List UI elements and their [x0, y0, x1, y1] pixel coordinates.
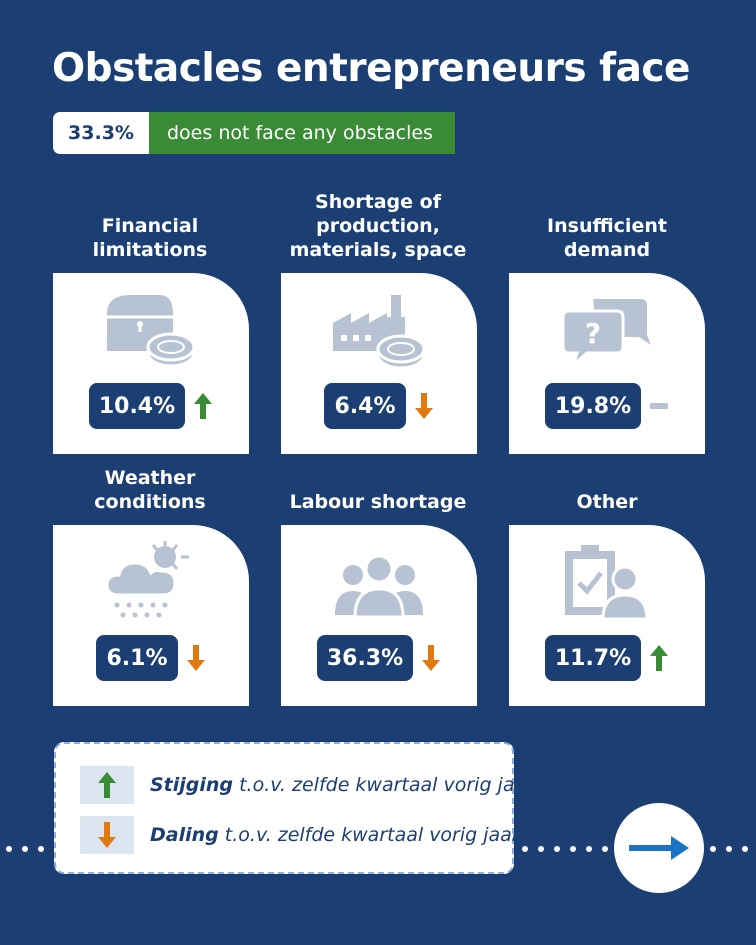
treasure-chest-coin-icon: [107, 295, 196, 368]
arrow-down-icon: [414, 393, 433, 419]
value-badge: 36.3%: [316, 635, 414, 681]
arrow-down-icon: [422, 645, 441, 671]
legend-increase-swatch: [80, 766, 134, 804]
value-row: 10.4%: [53, 383, 249, 429]
no-obstacles-summary: 33.3% does not face any obstacles: [53, 112, 455, 154]
dotted-line-right: [706, 846, 756, 852]
legend: Stijging t.o.v. zelfde kwartaal vorig ja…: [54, 742, 534, 874]
category-label-shortage: Shortage of production, materials, space: [289, 191, 467, 261]
value-row: 19.8%: [509, 383, 705, 429]
value-badge: 19.8%: [544, 383, 642, 429]
arrow-down-icon: [186, 645, 205, 671]
svg-text:?: ?: [585, 317, 601, 350]
sun-cloud-rain-icon: [105, 541, 189, 618]
next-button[interactable]: [614, 803, 704, 893]
value-row: 36.3%: [281, 635, 477, 681]
legend-decrease-term: Daling: [150, 824, 219, 846]
page-title: Obstacles entrepreneurs face: [52, 46, 690, 91]
dotted-line-left: [0, 846, 54, 852]
category-label-demand: Insufficient demand: [547, 215, 667, 261]
no-obstacles-percentage: 33.3%: [53, 112, 149, 154]
value-row: 6.4%: [281, 383, 477, 429]
arrow-down-icon: [98, 822, 116, 848]
legend-increase-desc: t.o.v. zelfde kwartaal vorig jaar: [233, 774, 534, 796]
arrow-right-icon: [629, 836, 689, 860]
arrow-up-icon: [650, 645, 669, 671]
category-label-labour: Labour shortage: [289, 491, 467, 513]
clipboard-person-icon: [565, 545, 649, 621]
category-label-financial: Financial limitations: [92, 215, 208, 261]
card-shortage-production: 6.4%: [281, 273, 477, 454]
value-row: 6.1%: [53, 635, 249, 681]
legend-increase-term: Stijging: [150, 774, 234, 796]
card-insufficient-demand: ? 19.8%: [509, 273, 705, 454]
card-weather-conditions: 6.1%: [53, 525, 249, 706]
arrow-up-icon: [98, 772, 116, 798]
card-financial-limitations: 10.4%: [53, 273, 249, 454]
legend-decrease-swatch: [80, 816, 134, 854]
arrow-up-icon: [194, 393, 213, 419]
value-badge: 11.7%: [544, 635, 642, 681]
category-label-weather: Weather conditions: [94, 467, 206, 513]
question-speech-bubbles-icon: ?: [561, 299, 651, 370]
card-other: 11.7%: [509, 525, 705, 706]
legend-decrease-desc: t.o.v. zelfde kwartaal vorig jaar: [218, 824, 520, 846]
card-labour-shortage: 36.3%: [281, 525, 477, 706]
category-label-other: Other: [576, 491, 638, 513]
people-group-icon: [335, 554, 423, 619]
value-badge: 6.4%: [324, 383, 406, 429]
no-obstacles-text: does not face any obstacles: [149, 112, 455, 154]
factory-coin-icon: [333, 295, 426, 370]
dotted-line-middle: [518, 846, 614, 852]
value-badge: 10.4%: [88, 383, 186, 429]
legend-increase: Stijging t.o.v. zelfde kwartaal vorig ja…: [80, 766, 534, 804]
unchanged-dash-icon: [650, 403, 669, 409]
value-row: 11.7%: [509, 635, 705, 681]
value-badge: 6.1%: [96, 635, 178, 681]
legend-decrease: Daling t.o.v. zelfde kwartaal vorig jaar: [80, 816, 520, 854]
